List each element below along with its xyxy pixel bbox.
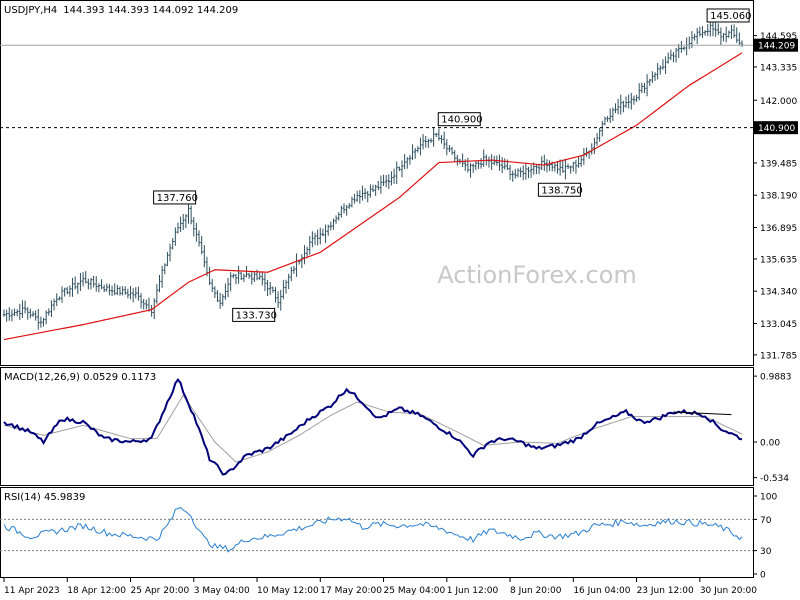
current-price-tag: 144.209 [758, 42, 795, 52]
level-price-tag: 140.900 [758, 124, 795, 134]
macd-trendline [673, 411, 732, 416]
macd-signal-line [3, 394, 743, 463]
annotation-box [153, 190, 197, 205]
macd-tick-label: 0.9883 [760, 373, 792, 383]
watermark: ActionForex.com [437, 261, 637, 289]
x-tick-label: 8 Jun 20:00 [510, 586, 562, 596]
price-tick-label: 134.340 [760, 288, 797, 298]
annotation-label: 145.060 [710, 11, 751, 22]
sma-line [3, 52, 743, 341]
price-annotations: 137.760 133.730 140.900 138.750 145.060 [153, 8, 751, 322]
x-tick-label: 25 May 04:00 [384, 586, 446, 596]
annotation-label: 137.760 [157, 193, 198, 204]
price-tick-label: 135.635 [760, 255, 797, 265]
current-price-tag-bg [754, 38, 798, 52]
symbol-header: USDJPY,H4 144.393 144.393 144.092 144.209 [4, 5, 238, 16]
rsi-tick-label: 70 [760, 516, 772, 526]
macd-axis: 0.9883 0.00 -0.534 [753, 373, 792, 484]
price-tick-label: 143.335 [760, 63, 797, 73]
price-tick-label: 142.000 [760, 97, 797, 107]
x-tick-label: 30 Jun 20:00 [700, 586, 757, 596]
annotation-label: 133.730 [236, 310, 277, 321]
annotation-label: 140.900 [441, 115, 482, 126]
x-tick-label: 1 Jun 12:00 [447, 586, 499, 596]
macd-tick-label: 0.00 [760, 439, 780, 449]
rsi-panel [0, 487, 754, 578]
x-tick-label: 17 May 20:00 [320, 586, 382, 596]
rsi-layer [0, 506, 753, 553]
annotation-box [706, 8, 750, 23]
macd-layer [3, 378, 743, 476]
rsi-tick-label: 100 [760, 493, 777, 503]
rsi-tick-label: 30 [760, 547, 772, 557]
annotation-box [232, 307, 276, 322]
macd-line [3, 378, 743, 476]
price-tick-label: 136.895 [760, 224, 797, 234]
price-tick-label: 144.595 [760, 32, 797, 42]
x-tick-label: 23 Jun 12:00 [637, 586, 694, 596]
x-tick-label: 11 Apr 2023 [4, 586, 60, 596]
x-tick-label: 18 Apr 12:00 [67, 586, 126, 596]
rsi-label: RSI(14) 45.9839 [4, 492, 85, 503]
price-tick-label: 139.485 [760, 159, 797, 169]
level-price-tag-bg [754, 121, 798, 135]
x-tick-label: 10 May 12:00 [257, 586, 319, 596]
macd-panel [0, 367, 754, 486]
price-axis: 144.595 143.335 142.000 140.900 139.485 138.1… [753, 32, 798, 361]
x-tick-label: 25 Apr 20:00 [131, 586, 190, 596]
annotation-box [537, 182, 581, 197]
x-axis: 11 Apr 2023 18 Apr 12:00 25 Apr 20:00 3 May… [3, 578, 757, 596]
annotation-box [437, 112, 481, 127]
x-tick-label: 3 May 04:00 [194, 586, 250, 596]
rsi-tick-label: 0 [760, 571, 766, 581]
price-tick-label: 133.045 [760, 320, 797, 330]
annotation-label: 138.750 [541, 185, 582, 196]
rsi-axis: 100 70 30 0 [753, 493, 777, 581]
macd-label: MACD(12,26,9) 0.0529 0.1173 [4, 372, 156, 383]
x-tick-label: 16 Jun 04:00 [573, 586, 630, 596]
price-panel [0, 0, 754, 366]
rsi-line [3, 506, 743, 553]
price-tick-label: 138.190 [760, 192, 797, 202]
price-layer [0, 17, 753, 341]
macd-tick-label: -0.534 [760, 474, 789, 484]
price-tick-label: 131.785 [760, 351, 797, 361]
